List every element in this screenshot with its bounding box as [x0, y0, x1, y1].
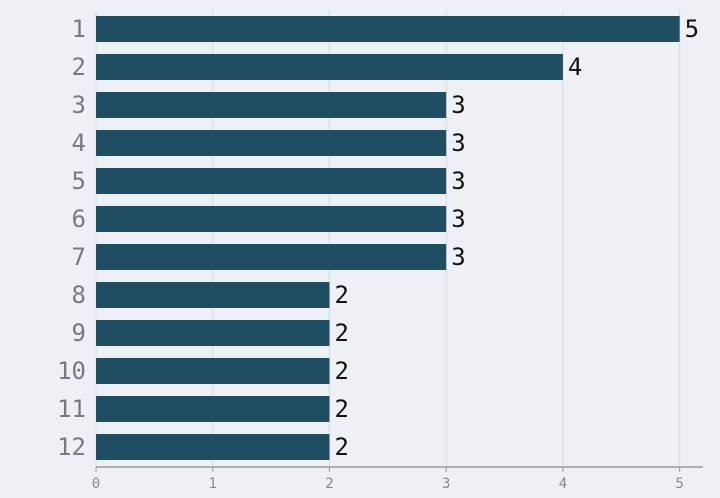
x-tick-label: 5 — [675, 476, 683, 492]
value-label: 2 — [334, 357, 348, 385]
y-tick-label: 3 — [72, 91, 86, 119]
bar — [96, 244, 447, 270]
bar — [96, 16, 680, 42]
y-tick-label: 1 — [72, 15, 86, 43]
value-label: 3 — [451, 167, 465, 195]
y-tick-label: 4 — [72, 129, 86, 157]
value-label: 2 — [334, 281, 348, 309]
x-tick-label: 4 — [559, 476, 567, 492]
bar — [96, 282, 330, 308]
x-tick-label: 1 — [209, 476, 217, 492]
value-label: 3 — [451, 243, 465, 271]
value-label: 2 — [334, 319, 348, 347]
x-tick-label: 2 — [325, 476, 333, 492]
value-label: 3 — [451, 129, 465, 157]
y-tick-label: 5 — [72, 167, 86, 195]
bar — [96, 320, 330, 346]
y-tick-label: 8 — [72, 281, 86, 309]
y-tick-label: 2 — [72, 53, 86, 81]
y-tick-label: 9 — [72, 319, 86, 347]
y-tick-label: 7 — [72, 243, 86, 271]
value-label: 4 — [568, 53, 582, 81]
value-label: 2 — [334, 433, 348, 461]
bar — [96, 396, 330, 422]
y-tick-label: 11 — [57, 395, 86, 423]
bar — [96, 168, 447, 194]
value-label: 3 — [451, 91, 465, 119]
bar — [96, 206, 447, 232]
y-tick-label: 12 — [57, 433, 86, 461]
y-tick-label: 10 — [57, 357, 86, 385]
value-label: 2 — [334, 395, 348, 423]
value-label: 3 — [451, 205, 465, 233]
x-tick-label: 0 — [92, 476, 100, 492]
y-tick-label: 6 — [72, 205, 86, 233]
bar — [96, 130, 447, 156]
bar — [96, 358, 330, 384]
bar — [96, 92, 447, 118]
bar — [96, 434, 330, 460]
value-label: 5 — [685, 15, 699, 43]
x-tick-label: 3 — [442, 476, 450, 492]
bar — [96, 54, 563, 80]
